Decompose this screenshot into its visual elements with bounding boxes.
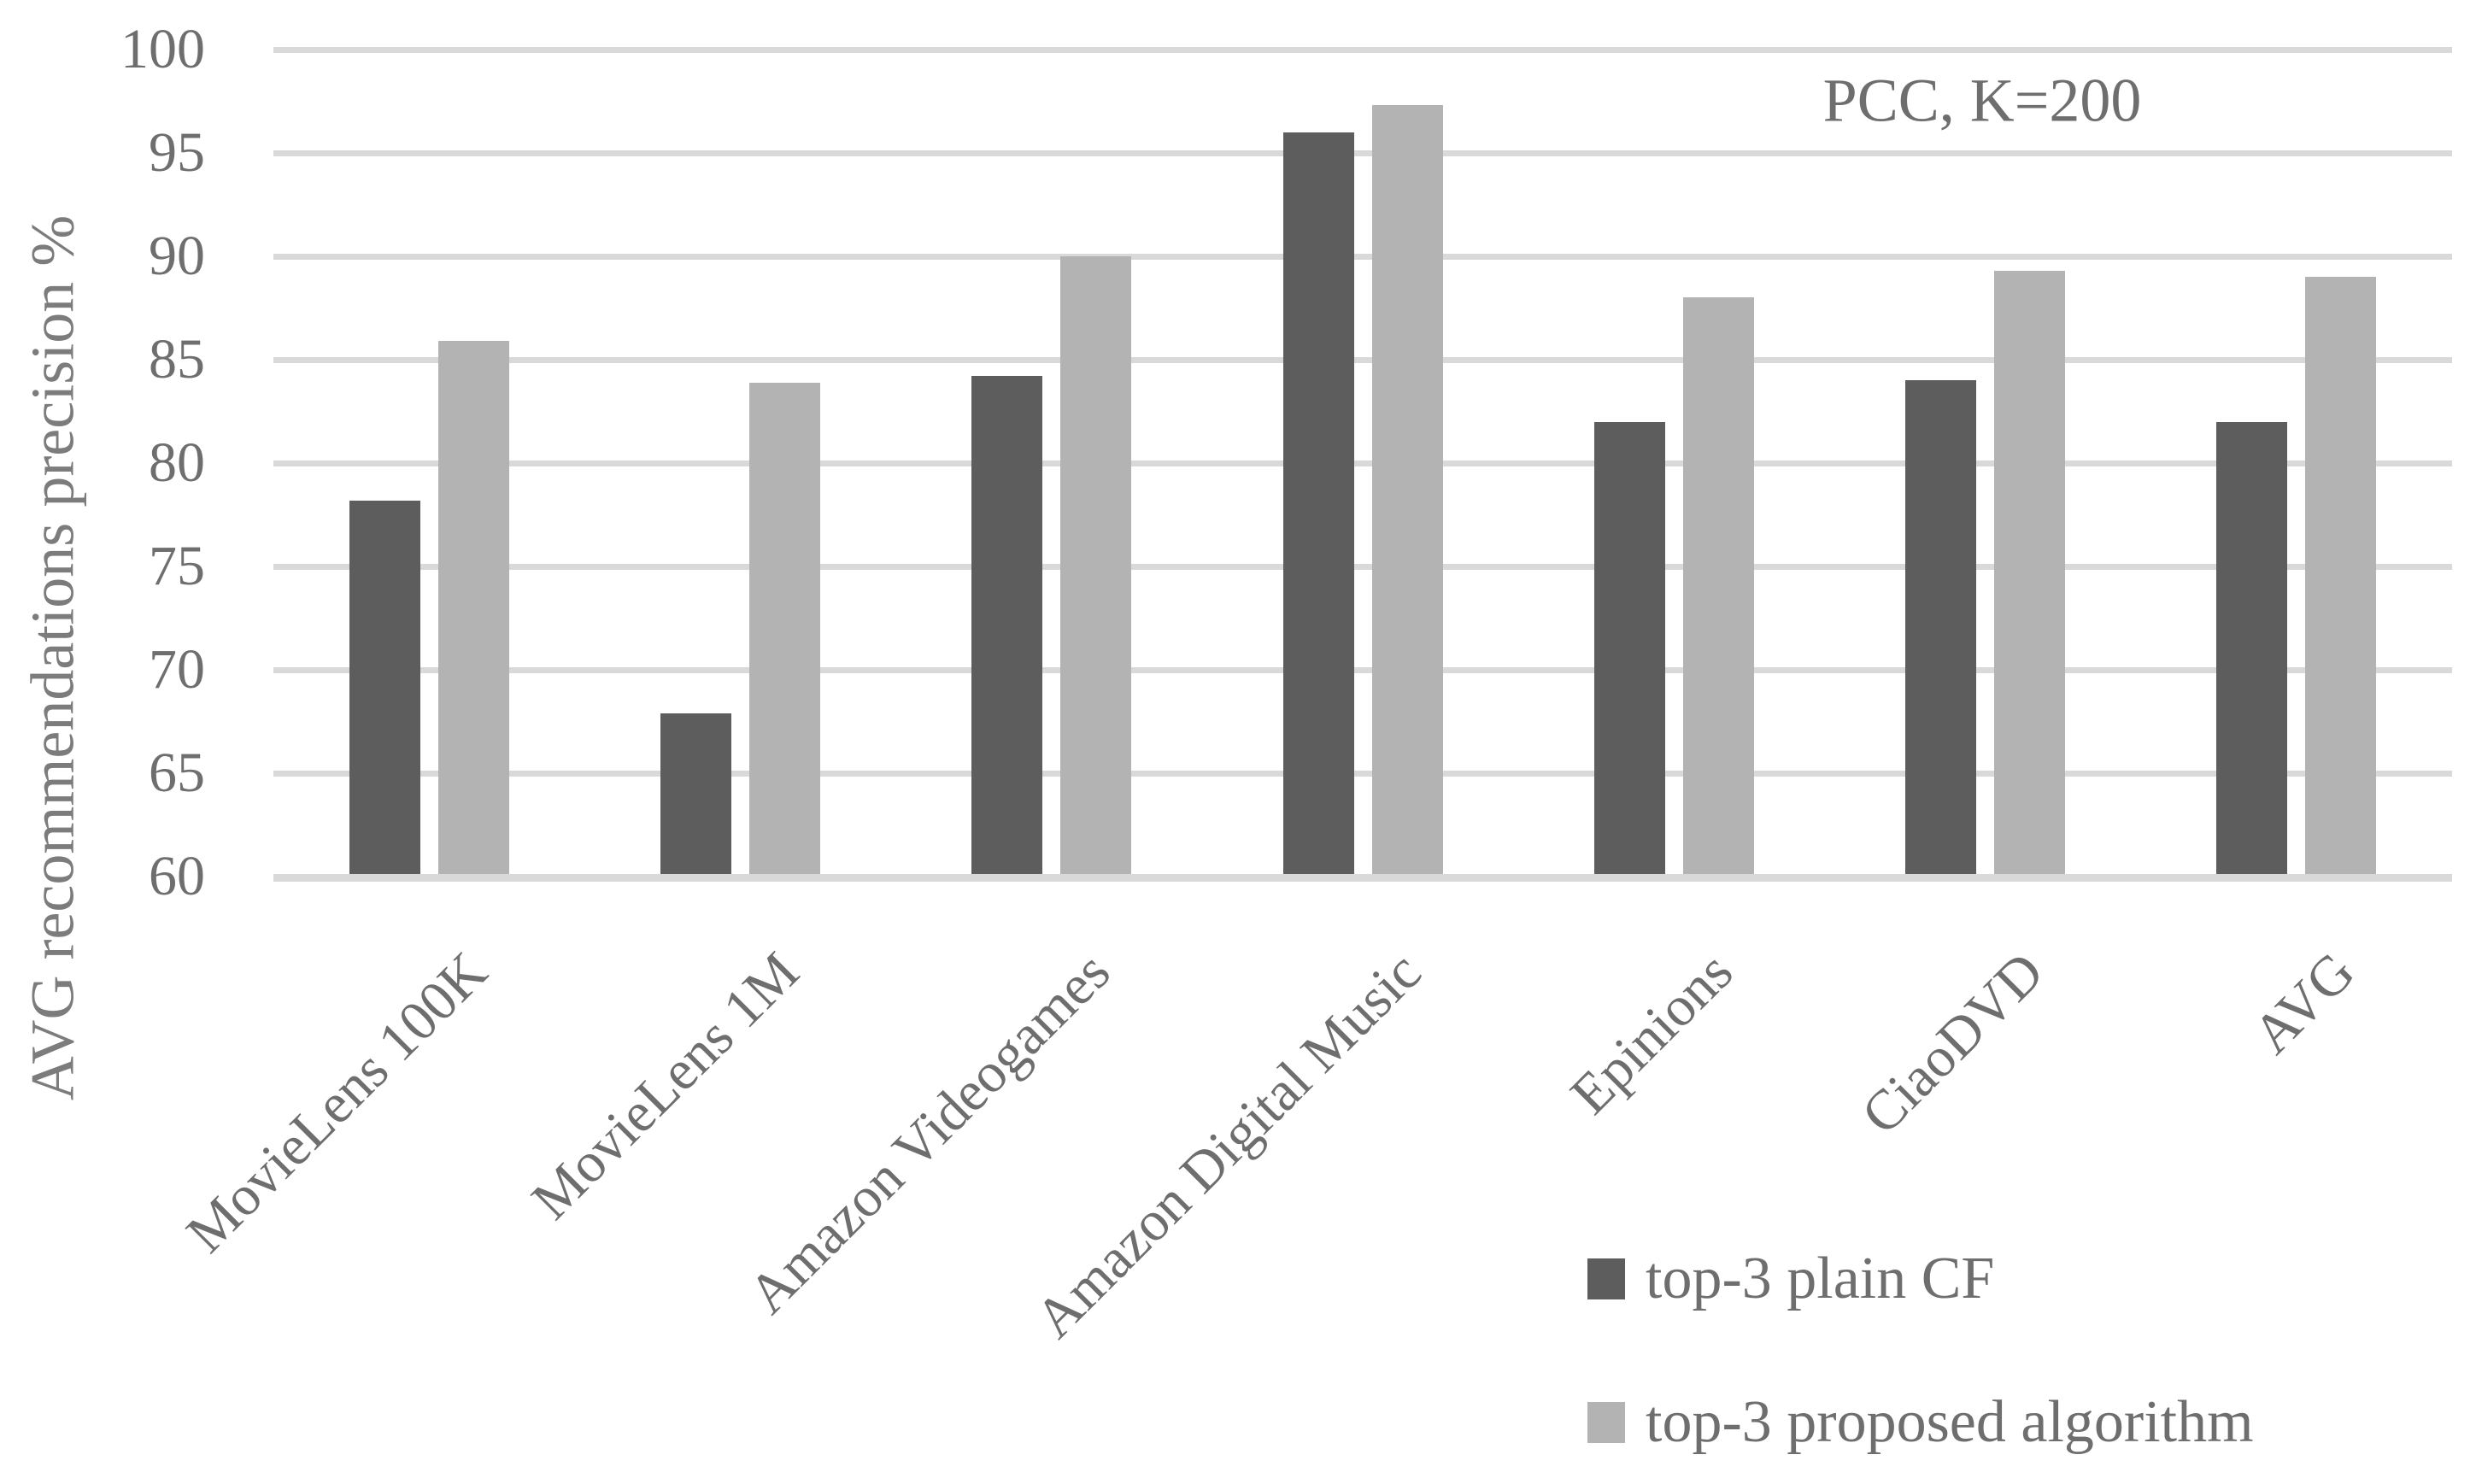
y-tick-label: 65: [149, 742, 205, 804]
category-label: MovieLens 1M: [519, 940, 811, 1232]
y-tick-label: 80: [149, 431, 205, 494]
category-label: CiaoDVD: [1850, 940, 2056, 1147]
y-tick-label: 70: [149, 638, 205, 701]
y-tick-label: 85: [149, 328, 205, 390]
legend-item: top-3 plain CF: [1587, 1241, 1994, 1317]
y-axis-title: AVG recommendations precision %: [18, 214, 87, 1101]
category-label: AVG: [2241, 940, 2367, 1066]
gridline: [273, 771, 2452, 777]
legend-swatch: [1587, 1258, 1625, 1299]
legend-item: top-3 proposed algorithm: [1587, 1384, 2254, 1461]
legend-label: top-3 plain CF: [1646, 1246, 1995, 1311]
gridline: [273, 254, 2452, 260]
bar-proposed: [1060, 256, 1132, 874]
bar-proposed: [2305, 277, 2377, 874]
legend-swatch: [1587, 1402, 1625, 1443]
gridline: [273, 357, 2452, 363]
bar-plain-cf: [1282, 132, 1354, 874]
category-label: Epinions: [1558, 940, 1745, 1127]
bar-proposed: [748, 382, 820, 874]
gridline: [273, 564, 2452, 570]
gridline: [273, 667, 2452, 673]
y-tick-label: 90: [149, 225, 205, 287]
y-tick-label: 60: [149, 845, 205, 907]
bar-plain-cf: [1593, 421, 1665, 874]
bar-plain-cf: [660, 713, 731, 874]
bar-proposed: [1371, 105, 1443, 874]
bar-proposed: [1682, 297, 1754, 874]
gridline: [273, 150, 2452, 156]
gridline: [273, 874, 2452, 882]
gridline: [273, 47, 2452, 53]
chart-annotation: PCC, K=200: [1822, 66, 2142, 135]
bar-plain-cf: [971, 376, 1043, 874]
gridline: [273, 460, 2452, 466]
category-label: MovieLens 100K: [174, 940, 500, 1265]
bar-plain-cf: [1905, 380, 1977, 874]
bar-plain-cf: [349, 500, 420, 874]
y-tick-label: 100: [120, 18, 205, 80]
bar-plain-cf: [2216, 421, 2288, 874]
y-tick-label: 95: [149, 121, 205, 184]
y-tick-label: 75: [149, 535, 205, 597]
bar-proposed: [1994, 270, 2066, 874]
legend-label: top-3 proposed algorithm: [1646, 1389, 2254, 1455]
bar-proposed: [437, 341, 509, 874]
